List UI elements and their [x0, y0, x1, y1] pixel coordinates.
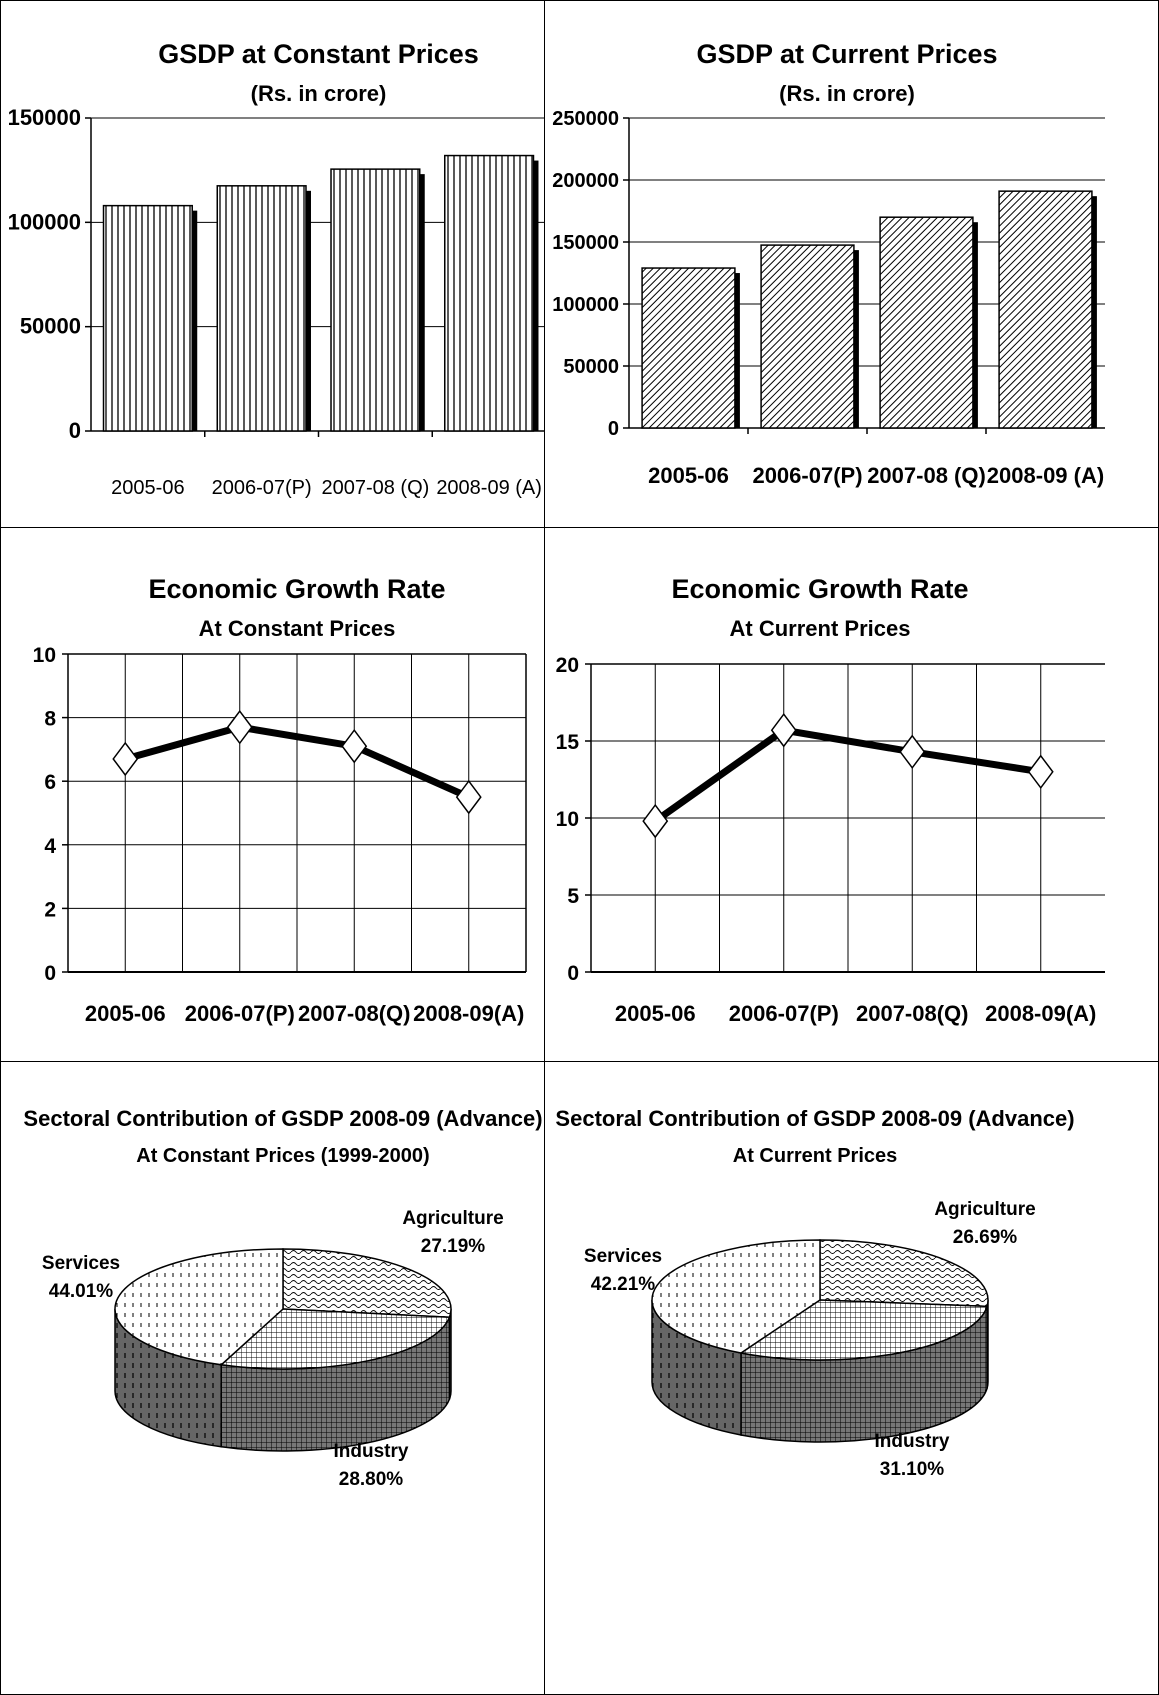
sectoral-constant-chart: Sectoral Contribution of GSDP 2008-09 (A… [0, 1061, 545, 1695]
y-tick-label: 20 [556, 654, 579, 677]
y-tick-label: 100000 [552, 294, 619, 316]
chart-canvas: Sectoral Contribution of GSDP 2008-09 (A… [23, 1106, 542, 1490]
x-tick-label: 2006-07(P) [729, 1001, 839, 1026]
slice-name-label: Services [42, 1253, 120, 1274]
y-tick-label: 50000 [563, 356, 619, 378]
chart-title: Economic Growth Rate [148, 574, 445, 604]
chart-title: Sectoral Contribution of GSDP 2008-09 (A… [555, 1106, 1074, 1131]
bar [216, 185, 307, 432]
chart-title: Economic Growth Rate [671, 574, 968, 604]
x-tick-label: 2007-08(Q) [856, 1001, 969, 1026]
pie-slice [282, 1248, 452, 1319]
gsdp-current-chart: GSDP at Current Prices (Rs. in crore) 0 500… [544, 0, 1159, 528]
pie-slice [114, 1248, 284, 1366]
chart-canvas: Sectoral Contribution of GSDP 2008-09 (A… [555, 1106, 1074, 1480]
chart-subtitle: At Constant Prices [199, 616, 396, 641]
y-tick-label: 15 [556, 731, 580, 754]
growth-current-chart: Economic Growth Rate At Current Prices 0 5 1… [544, 527, 1159, 1062]
y-tick-label: 2 [44, 898, 56, 921]
x-tick-label: 2008-09(A) [413, 1001, 524, 1026]
y-tick-label: 150000 [8, 105, 81, 130]
chart-canvas: GSDP at Constant Prices (Rs. in crore) 0 50… [8, 39, 544, 499]
x-tick-label: 2008-09 (A) [436, 477, 542, 499]
slice-value-label: 44.01% [49, 1281, 114, 1302]
pie-slice [739, 1299, 989, 1361]
series-line [124, 723, 471, 801]
data-point-marker [899, 734, 926, 770]
slice-name-label: Agriculture [934, 1199, 1035, 1220]
y-tick-label: 0 [567, 962, 579, 985]
slice-value-label: 26.69% [953, 1227, 1018, 1248]
y-tick-label: 10 [33, 644, 56, 667]
slice-value-label: 28.80% [339, 1469, 404, 1490]
y-tick-label: 5 [567, 885, 579, 908]
chart-subtitle: (Rs. in crore) [251, 81, 387, 106]
x-tick-label: 2005-06 [615, 1001, 696, 1026]
bar [998, 190, 1093, 429]
x-tick-label: 2008-09(A) [985, 1001, 1096, 1026]
data-point-marker [455, 779, 482, 815]
bar [641, 267, 736, 429]
x-tick-label: 2006-07(P) [185, 1001, 295, 1026]
x-tick-label: 2005-06 [111, 477, 184, 499]
bar [444, 154, 535, 432]
gsdp-constant-chart: GSDP at Constant Prices (Rs. in crore) 0 50… [0, 0, 545, 528]
bar [879, 216, 974, 429]
pie-slice [219, 1308, 451, 1370]
bar [102, 204, 193, 432]
data-point-marker [770, 712, 797, 748]
y-tick-label: 0 [69, 418, 81, 443]
x-tick-label: 2007-08 (Q) [867, 463, 986, 488]
pie-slice [819, 1239, 989, 1308]
slice-value-label: 31.10% [880, 1459, 945, 1480]
slice-name-label: Agriculture [402, 1208, 503, 1229]
chart-canvas: GSDP at Current Prices (Rs. in crore) 0 500… [552, 39, 1105, 488]
bar [330, 168, 421, 432]
data-point-marker [341, 728, 368, 764]
chart-title: GSDP at Current Prices [696, 39, 997, 69]
x-tick-label: 2007-08 (Q) [321, 477, 429, 499]
x-tick-label: 2007-08(Q) [298, 1001, 411, 1026]
slice-value-label: 42.21% [591, 1274, 656, 1295]
x-tick-label: 2008-09 (A) [987, 463, 1104, 488]
y-tick-label: 0 [608, 418, 619, 440]
slice-name-label: Industry [334, 1441, 409, 1462]
y-tick-label: 4 [44, 835, 56, 858]
data-point-marker [642, 803, 669, 839]
y-tick-label: 8 [44, 708, 56, 731]
x-tick-label: 2005-06 [648, 463, 729, 488]
chart-subtitle: At Current Prices [730, 616, 911, 641]
y-tick-label: 6 [44, 771, 56, 794]
chart-title: Sectoral Contribution of GSDP 2008-09 (A… [23, 1106, 542, 1131]
bar [760, 244, 855, 429]
sectoral-current-chart: Sectoral Contribution of GSDP 2008-09 (A… [544, 1061, 1159, 1695]
x-tick-label: 2006-07(P) [212, 477, 312, 499]
y-tick-label: 50000 [20, 314, 81, 339]
data-point-marker [1027, 754, 1054, 790]
y-tick-label: 200000 [552, 170, 619, 192]
chart-canvas: Economic Growth Rate At Current Prices 0 5 1… [556, 574, 1105, 1026]
series-line [653, 726, 1042, 824]
x-tick-label: 2005-06 [85, 1001, 166, 1026]
data-point-marker [226, 709, 253, 745]
y-tick-label: 150000 [552, 232, 619, 254]
chart-subtitle: At Current Prices [733, 1145, 898, 1167]
data-point-marker [112, 741, 139, 777]
chart-subtitle: At Constant Prices (1999-2000) [136, 1145, 429, 1167]
y-tick-label: 250000 [552, 108, 619, 130]
slice-name-label: Services [584, 1246, 662, 1267]
growth-constant-chart: Economic Growth Rate At Constant Prices 0 2… [0, 527, 545, 1062]
slice-value-label: 27.19% [421, 1236, 486, 1257]
y-tick-label: 0 [44, 962, 56, 985]
chart-title: GSDP at Constant Prices [158, 39, 479, 69]
y-tick-label: 10 [556, 808, 579, 831]
pie-slice [651, 1239, 821, 1354]
y-tick-label: 100000 [8, 209, 81, 234]
chart-canvas: Economic Growth Rate At Constant Prices 0 2… [33, 574, 527, 1026]
slice-name-label: Industry [875, 1431, 950, 1452]
x-tick-label: 2006-07(P) [752, 463, 862, 488]
chart-subtitle: (Rs. in crore) [779, 81, 915, 106]
